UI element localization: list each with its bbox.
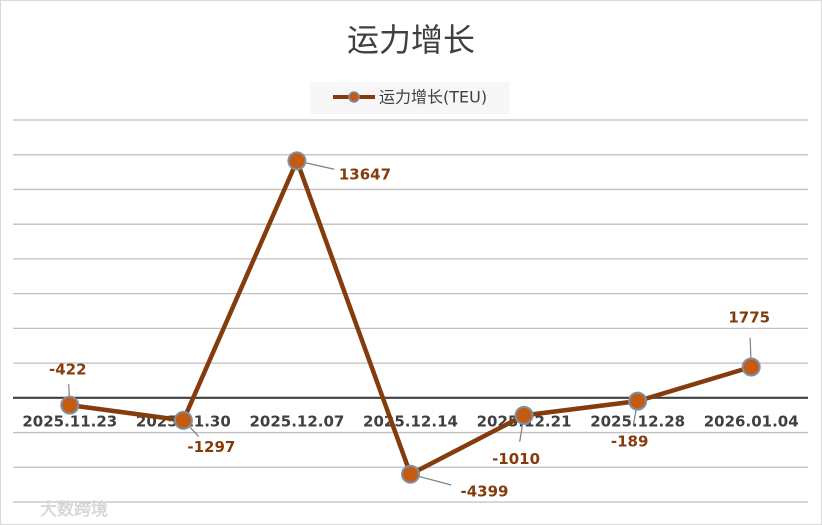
legend-label: 运力增长(TEU) [379, 88, 487, 107]
point [741, 357, 761, 377]
data-label: -4399 [461, 483, 509, 501]
x-tick-label: 2026.01.04 [704, 412, 799, 430]
data-label: -189 [611, 433, 649, 451]
data-label: -1297 [187, 438, 235, 456]
data-label: 13647 [339, 165, 391, 183]
point [514, 405, 534, 425]
x-tick-label: 2025.11.23 [22, 412, 117, 430]
data-label: 1775 [728, 308, 770, 326]
watermark: 大数跨境 [40, 500, 108, 520]
x-tick-label: 2025.12.07 [249, 412, 344, 430]
point [60, 395, 80, 415]
x-tick-label: 2025.12.28 [590, 412, 685, 430]
point [628, 391, 648, 411]
point [173, 410, 193, 430]
data-label: -422 [49, 361, 87, 379]
point [401, 464, 420, 484]
chart-title: 运力增长 [347, 21, 475, 59]
data-label: -1010 [492, 450, 540, 468]
point [287, 151, 307, 171]
x-tick-label: 2025.12.14 [363, 412, 458, 430]
legend-marker [348, 91, 360, 103]
